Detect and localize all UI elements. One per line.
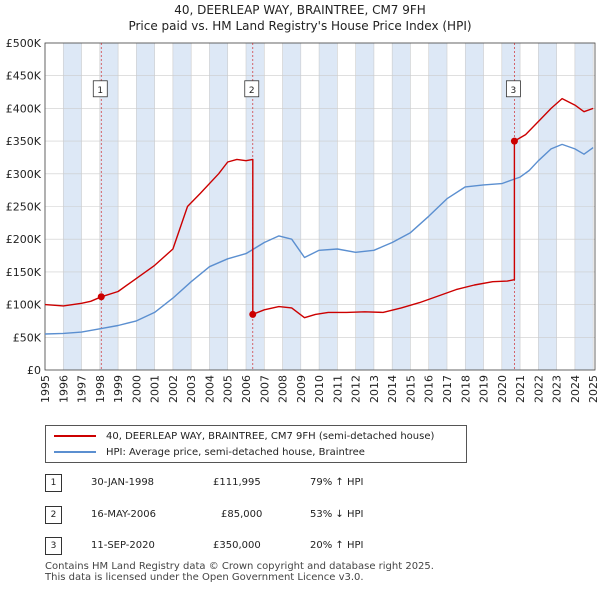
x-tick-label: 1995 [39,375,52,403]
sale-date-2: 16-MAY-2006 [91,509,157,520]
y-tick-label: £0 [27,364,41,377]
x-tick-label: 2020 [496,375,509,403]
sale-point-3 [510,137,518,145]
sale-hpi-2: 53% ↓ HPI [310,509,364,520]
legend-swatch-hpi [54,451,96,453]
x-tick-label: 2001 [149,375,162,403]
sale-badge-2: 2 [45,506,62,524]
x-tick-label: 2015 [404,375,417,403]
sale-annotation-label-2: 2 [249,86,255,96]
y-tick-label: £500K [6,37,42,50]
x-tick-label: 1998 [94,375,107,403]
sale-annotation-box-2 [244,80,260,98]
sale-price-1: £111,995 [213,477,261,488]
x-tick-label: 2008 [277,375,290,403]
x-tick-label: 2000 [130,375,143,403]
x-tick-label: 2006 [240,375,253,403]
y-tick-label: £100K [6,299,42,312]
x-tick-label: 2018 [459,375,472,403]
legend-label-hpi: HPI: Average price, semi-detached house,… [106,446,365,458]
sale-annotation-box-1 [92,80,108,98]
sale-point-2 [249,310,257,318]
legend: 40, DEERLEAP WAY, BRAINTREE, CM7 9FH (se… [45,425,467,463]
legend-swatch-property [54,435,96,437]
y-tick-label: £350K [6,135,42,148]
sale-badge-1: 1 [45,474,62,492]
y-tick-label: £300K [6,168,42,181]
x-tick-label: 2022 [532,375,545,403]
x-tick-label: 2014 [386,375,399,403]
sale-date-3: 11-SEP-2020 [91,540,155,551]
x-tick-label: 1996 [57,375,70,403]
y-tick-label: £50K [13,331,42,344]
legend-label-property: 40, DEERLEAP WAY, BRAINTREE, CM7 9FH (se… [106,430,435,442]
sale-badge-3: 3 [45,537,62,555]
sale-price-2: £85,000 [221,509,263,520]
x-tick-label: 2002 [167,375,180,403]
sale-annotation-label-1: 1 [97,86,103,96]
x-tick-label: 1999 [112,375,125,403]
x-tick-label: 2012 [350,375,363,403]
legend-item-hpi: HPI: Average price, semi-detached house,… [54,444,365,460]
y-tick-label: £250K [6,201,42,214]
y-tick-label: £200K [6,233,42,246]
chart-subtitle: Price paid vs. HM Land Registry's House … [128,19,472,33]
x-tick-label: 2019 [478,375,491,403]
x-tick-label: 2021 [514,375,527,403]
sale-hpi-3: 20% ↑ HPI [310,540,364,551]
x-tick-label: 2004 [203,375,216,403]
x-tick-label: 2010 [313,375,326,403]
y-tick-label: £150K [6,266,42,279]
sale-point-1 [97,293,105,301]
x-tick-label: 2011 [331,375,344,403]
sale-date-1: 30-JAN-1998 [91,477,155,488]
hpi-line [44,143,594,335]
x-tick-label: 2016 [423,375,436,403]
x-tick-label: 2017 [441,375,454,403]
x-tick-label: 2009 [295,375,308,403]
x-tick-label: 2005 [222,375,235,403]
x-tick-label: 2023 [551,375,564,403]
y-tick-label: £450K [6,70,42,83]
price-chart: £0 £50K £100K £150K £200K £250K £300K £350K £400… [6,37,600,403]
x-tick-label: 1997 [76,375,89,403]
x-tick-label: 2007 [258,375,271,403]
x-tick-label: 2003 [185,375,198,403]
sale-annotation-box-3 [506,80,521,98]
x-tick-label: 2013 [368,375,381,403]
x-tick-label: 2024 [569,375,582,403]
x-tick-label: 2025 [587,375,600,403]
sale-annotation-label-3: 3 [511,86,517,96]
footer-licence: This data is licensed under the Open Gov… [45,572,364,583]
y-tick-label: £400K [6,102,42,115]
chart-title: 40, DEERLEAP WAY, BRAINTREE, CM7 9FH [174,3,426,17]
plot-frame [44,42,596,371]
sale-hpi-1: 79% ↑ HPI [310,477,364,488]
legend-item-property: 40, DEERLEAP WAY, BRAINTREE, CM7 9FH (se… [54,428,434,444]
sale-price-3: £350,000 [213,540,261,551]
footer-copyright: Contains HM Land Registry data © Crown c… [45,561,434,572]
